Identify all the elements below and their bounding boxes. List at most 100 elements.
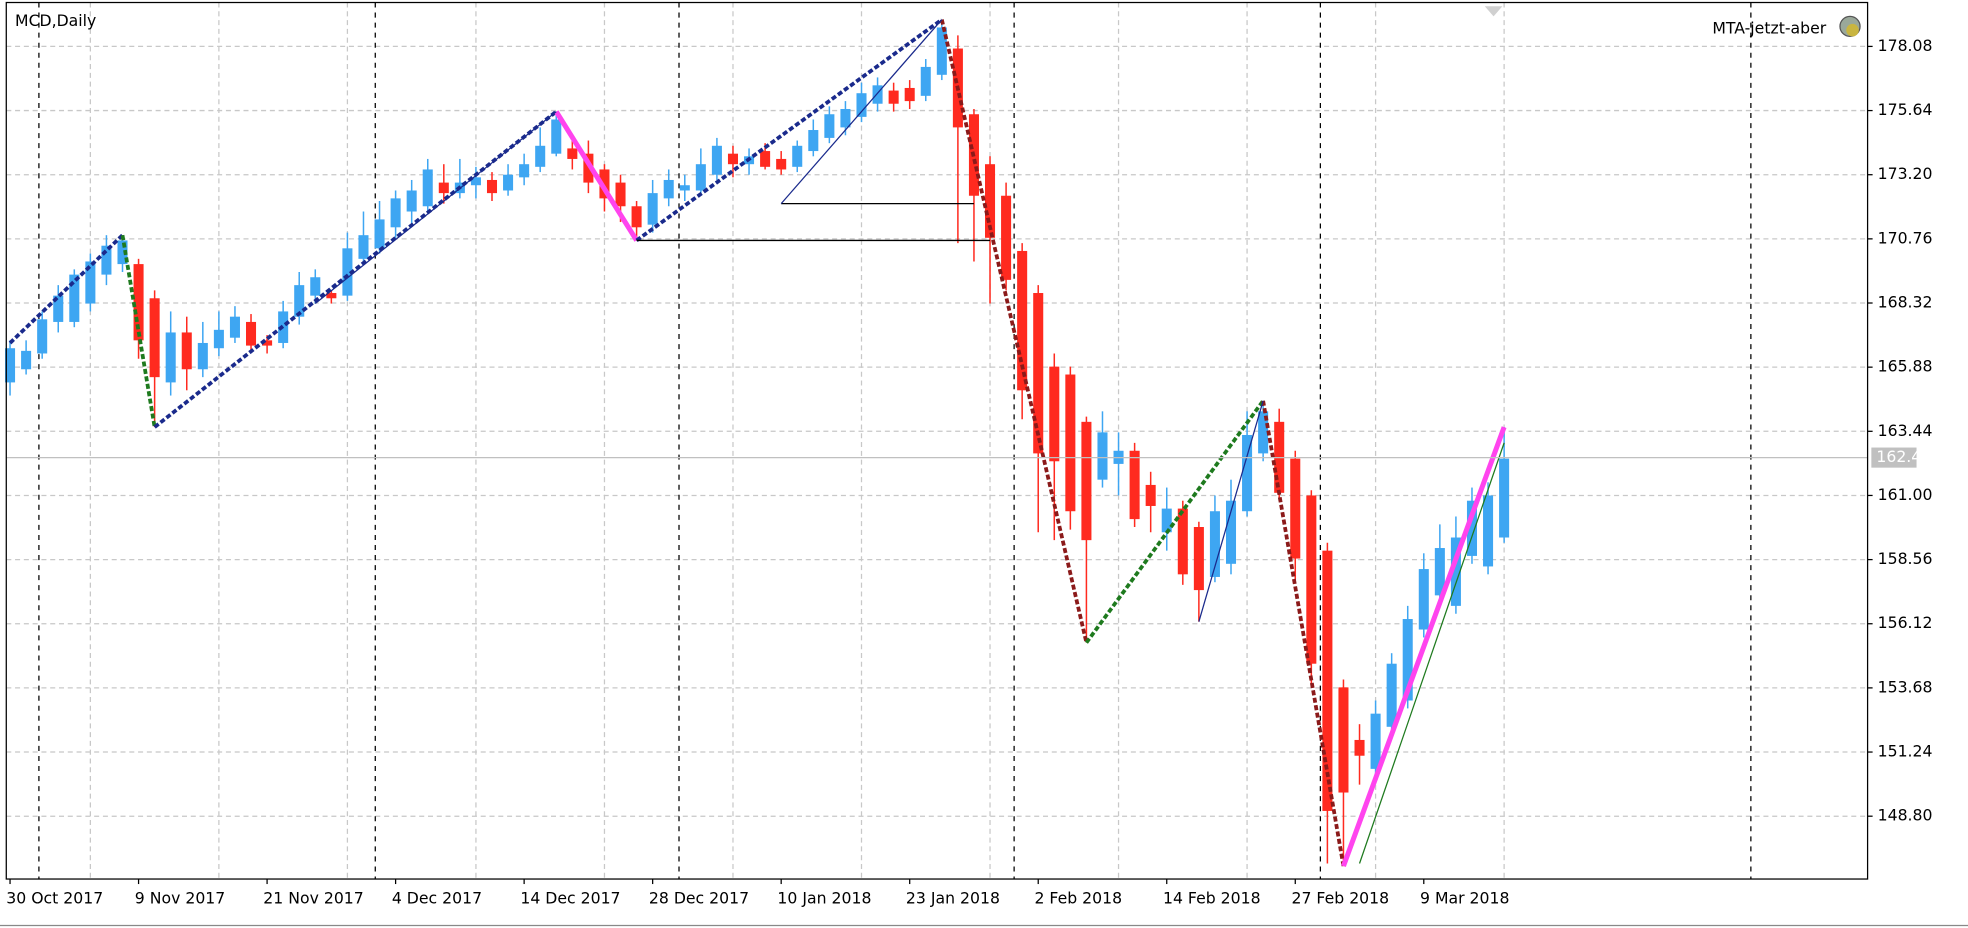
candle-body (310, 277, 321, 296)
x-tick-label: 28 Dec 2017 (649, 889, 749, 908)
candle-body (213, 329, 224, 349)
indicator-label: MTA-jetzt-aber (1712, 18, 1826, 37)
indicator-line (1341, 426, 1507, 868)
x-tick-label: 14 Dec 2017 (520, 889, 620, 908)
candle-body (567, 148, 578, 159)
candle-body (872, 85, 883, 104)
y-tick-label: 153.68 (1878, 677, 1933, 696)
candle-body (936, 27, 947, 75)
candle-body (262, 340, 273, 346)
current-price-label: 162.44 (1876, 447, 1931, 466)
candle-body (486, 179, 498, 194)
candle-body (711, 145, 722, 175)
candle-body (792, 145, 803, 167)
chart-title: MCD,Daily (15, 11, 96, 30)
candle-body (679, 185, 690, 191)
candle-body (181, 332, 192, 370)
shift-marker (1484, 6, 1503, 17)
candle-body (69, 274, 80, 322)
indicator-line (314, 111, 557, 305)
candle-body (374, 219, 385, 249)
candle-body (133, 264, 144, 341)
y-tick-label: 161.00 (1878, 485, 1933, 504)
candle-body (422, 169, 433, 207)
x-tick-label: 21 Nov 2017 (263, 889, 363, 908)
candle-body (165, 332, 176, 383)
candle-body (246, 321, 257, 346)
x-tick-label: 30 Oct 2017 (6, 889, 103, 908)
indicator-line (635, 18, 943, 242)
indicator-line (554, 110, 639, 242)
x-tick-label: 14 Feb 2018 (1163, 889, 1261, 908)
candle-body (920, 66, 931, 96)
candle-body (326, 293, 337, 299)
candle-body (1049, 366, 1060, 462)
candle-body (1017, 250, 1028, 391)
y-tick-label: 151.24 (1878, 742, 1933, 761)
candle-body (1209, 511, 1220, 577)
y-tick-label: 165.88 (1878, 357, 1933, 376)
candle-body (390, 198, 401, 228)
candle-body (358, 235, 369, 259)
indicator-line (939, 19, 1089, 644)
x-tick-label: 10 Jan 2018 (777, 889, 871, 908)
candle-body (1129, 450, 1140, 520)
y-tick-label: 173.20 (1878, 164, 1933, 183)
y-tick-label: 175.64 (1878, 100, 1933, 119)
candle-body (1145, 484, 1156, 506)
x-tick-label: 4 Dec 2017 (392, 889, 482, 908)
candle-body (647, 193, 658, 225)
candle-body (149, 298, 160, 378)
candle-body (1322, 550, 1333, 811)
y-tick-label: 170.76 (1878, 228, 1933, 247)
candle-body (1258, 411, 1269, 454)
candle-body (824, 114, 835, 138)
candle-body (599, 169, 610, 199)
candle-body (1177, 508, 1188, 575)
candle-body (551, 119, 562, 154)
plot (5, 18, 1868, 868)
candle-body (1193, 527, 1204, 591)
indicator-line (1084, 399, 1265, 644)
candle-body (760, 151, 771, 167)
candle-body (5, 348, 16, 383)
candle-body (503, 174, 514, 191)
candle-body (695, 164, 706, 191)
candle-body (856, 93, 867, 117)
candle-body (1161, 508, 1172, 533)
candle-body (840, 108, 851, 128)
candle-body (438, 182, 449, 194)
x-tick-label: 9 Mar 2018 (1420, 889, 1509, 908)
x-tick-label: 2 Feb 2018 (1034, 889, 1122, 908)
x-tick-label: 27 Feb 2018 (1292, 889, 1390, 908)
plot-frame (5, 1, 1869, 880)
indicator-line (1358, 442, 1505, 864)
candle-body (342, 248, 353, 296)
candle-body (615, 182, 626, 207)
candle-body (1225, 500, 1237, 564)
candle-body (904, 87, 915, 102)
candle-body (1306, 495, 1317, 664)
candle-body (470, 177, 481, 186)
candle-body (808, 130, 819, 152)
candle-body (85, 261, 96, 304)
candle-body (1418, 569, 1429, 630)
candle-body (1001, 195, 1012, 280)
y-tick-label: 156.12 (1878, 613, 1933, 632)
candle-body (1354, 739, 1365, 756)
indicator-line (120, 234, 157, 428)
candle-body (229, 316, 240, 338)
candle-body (535, 145, 546, 167)
candle-body (21, 350, 32, 370)
y-tick-label: 163.44 (1878, 421, 1933, 440)
candle-body (776, 158, 787, 170)
candle-body (37, 319, 48, 354)
y-tick-label: 148.80 (1878, 806, 1933, 825)
candle-body (663, 179, 674, 199)
icon (1846, 23, 1859, 37)
candle-body (985, 164, 996, 238)
candle-body (294, 285, 305, 317)
candle-body (1483, 495, 1494, 567)
